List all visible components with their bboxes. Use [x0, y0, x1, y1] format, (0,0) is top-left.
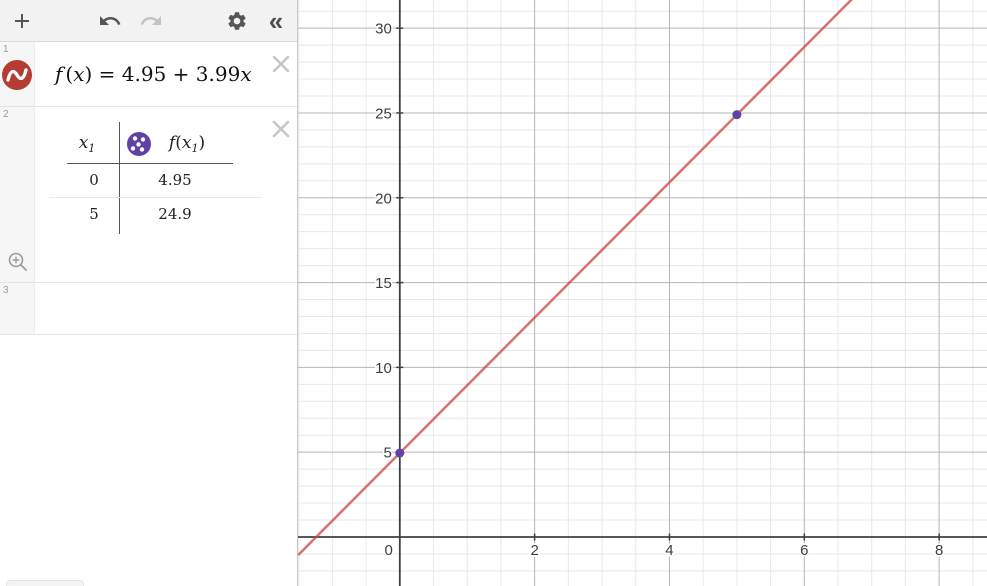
table-cell-x1-row2[interactable]: 5 — [89, 205, 99, 223]
row-number: 3 — [3, 285, 9, 296]
expression-row-1[interactable]: 1 f (x) = 4.95 + 3.99x — [0, 42, 297, 107]
expression-row-3-empty[interactable]: 3 — [0, 283, 297, 335]
row-number: 2 — [3, 109, 9, 120]
expression-row-2[interactable]: 2 x1 — [0, 107, 297, 283]
table-row-separator — [49, 197, 262, 198]
expression-style-button[interactable] — [1, 59, 33, 91]
x-tick-label: 8 — [935, 542, 943, 559]
expression-formula: f (x) = 4.95 + 3.99x — [55, 62, 252, 86]
collapse-panel-button[interactable]: « — [262, 5, 290, 36]
origin-label: 0 — [384, 542, 392, 559]
redo-button[interactable] — [137, 7, 165, 35]
y-tick-label: 20 — [375, 190, 392, 207]
delete-expression-button[interactable] — [271, 54, 291, 74]
expression-toolbar: « — [0, 0, 297, 42]
y-tick-label: 25 — [375, 105, 392, 122]
x-tick-label: 6 — [800, 542, 808, 559]
x-tick-label: 4 — [665, 542, 673, 559]
table-cell-fx1-row1[interactable]: 4.95 — [158, 171, 192, 189]
expression-gutter: 1 — [0, 42, 35, 106]
magnifier-plus-icon — [8, 252, 27, 271]
empty-expression-content[interactable] — [35, 283, 297, 334]
table-column-divider — [119, 122, 120, 234]
data-point[interactable] — [395, 448, 405, 458]
y-tick-label: 10 — [375, 360, 392, 377]
table-header-underline — [67, 163, 233, 164]
redo-icon — [140, 16, 161, 25]
table-col2-header[interactable]: f(x1) — [168, 132, 206, 156]
expression-content[interactable]: f (x) = 4.95 + 3.99x — [35, 42, 297, 106]
red-logo-curve-icon — [2, 60, 32, 90]
zoom-fit-button[interactable] — [6, 250, 30, 274]
delete-table-button[interactable] — [271, 119, 291, 139]
table-cell-x1-row1[interactable]: 0 — [89, 171, 99, 189]
x-tick-label: 2 — [530, 542, 538, 559]
purple-points-style-icon — [127, 132, 151, 156]
expression-panel: « 1 f (x) = 4.95 + 3.99x — [0, 0, 298, 586]
undo-icon — [100, 16, 121, 25]
table-cell-fx1-row2[interactable]: 24.9 — [158, 205, 192, 223]
y-tick-label: 30 — [375, 21, 392, 38]
y-tick-label: 15 — [375, 275, 392, 292]
keyboard-button-partial[interactable] — [6, 580, 84, 586]
close-icon — [272, 120, 290, 138]
undo-button[interactable] — [96, 7, 124, 35]
add-expression-button[interactable] — [8, 7, 36, 35]
data-table: x1 f(x1) — [35, 107, 297, 282]
function-line — [297, 0, 853, 557]
column-style-button[interactable] — [126, 131, 152, 157]
table-col1-header[interactable]: x1 — [78, 132, 96, 156]
expression-gutter: 2 — [0, 107, 35, 282]
table-content: x1 f(x1) — [35, 107, 297, 282]
y-tick-label: 5 — [383, 445, 391, 462]
double-chevron-left-icon: « — [268, 5, 284, 36]
row-number: 1 — [3, 44, 9, 55]
close-icon — [272, 55, 290, 73]
settings-button[interactable] — [223, 7, 251, 35]
gear-icon — [228, 12, 246, 30]
expression-gutter: 3 — [0, 283, 35, 334]
data-point[interactable] — [732, 110, 742, 120]
plus-icon — [15, 14, 29, 28]
